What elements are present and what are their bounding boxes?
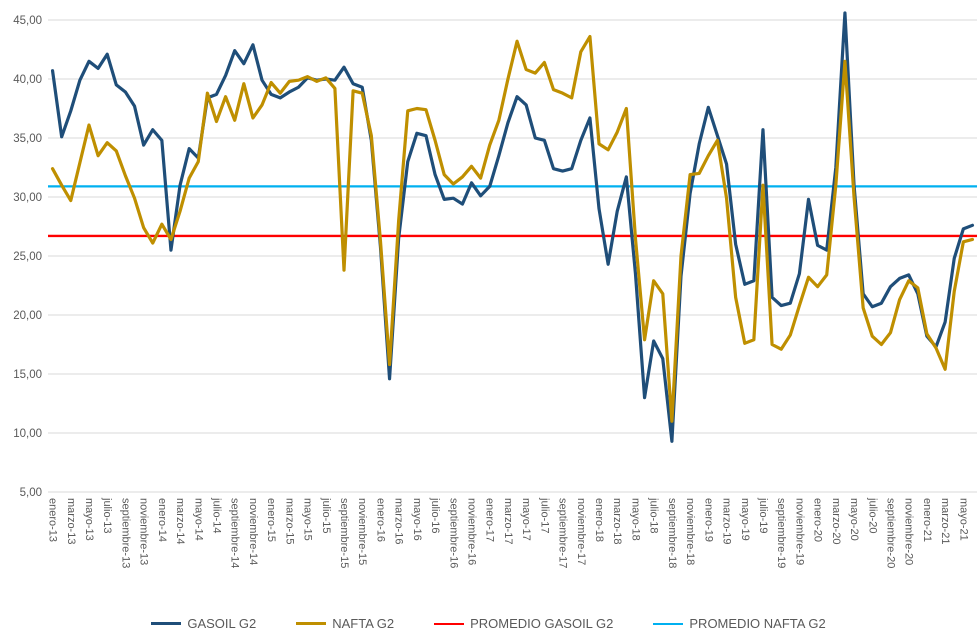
x-axis-tick-label: enero-14 xyxy=(156,498,168,542)
x-axis-tick-label: mayo-18 xyxy=(629,498,641,541)
x-axis-tick-label: mayo-19 xyxy=(739,498,751,541)
legend-item-promedio-nafta: PROMEDIO NAFTA G2 xyxy=(653,616,826,631)
legend-label-nafta: NAFTA G2 xyxy=(332,616,395,631)
gasoil-line-swatch xyxy=(151,622,182,625)
x-axis-tick-label: julio-13 xyxy=(101,497,113,533)
x-axis-tick-label: septiembre-13 xyxy=(119,498,131,568)
x-axis-tick-label: noviembre-20 xyxy=(903,498,915,565)
y-axis-tick-label: 10,00 xyxy=(13,428,42,440)
x-axis-tick-label: marzo-16 xyxy=(393,498,405,544)
x-axis-tick-label: julio-15 xyxy=(320,497,332,533)
x-axis-tick-label: mayo-13 xyxy=(83,498,95,541)
x-axis-tick-label: marzo-20 xyxy=(830,498,842,544)
y-axis-tick-label: 5,00 xyxy=(20,487,42,499)
x-axis-tick-label: mayo-15 xyxy=(302,498,314,541)
y-axis-tick-label: 30,00 xyxy=(13,192,42,204)
x-axis-tick-label: septiembre-19 xyxy=(775,498,787,568)
y-axis-tick-label: 25,00 xyxy=(13,251,42,263)
legend-item-gasoil: GASOIL G2 xyxy=(151,616,256,631)
x-axis-tick-label: julio-18 xyxy=(648,497,660,533)
x-axis-tick-label: mayo-16 xyxy=(411,498,423,541)
legend-label-gasoil: GASOIL G2 xyxy=(187,616,257,631)
x-axis-tick-label: septiembre-14 xyxy=(229,498,241,568)
x-axis-tick-label: julio-16 xyxy=(429,497,441,533)
x-axis-tick-label: enero-15 xyxy=(265,498,277,542)
x-axis-tick-label: marzo-18 xyxy=(611,498,623,544)
promedio-gasoil-line-swatch xyxy=(434,622,465,625)
y-axis-tick-label: 20,00 xyxy=(13,310,42,322)
x-axis-tick-label: julio-14 xyxy=(210,497,222,533)
y-axis-tick-label: 15,00 xyxy=(13,369,42,381)
x-axis-tick-label: noviembre-15 xyxy=(356,498,368,565)
legend-label-promedio-nafta: PROMEDIO NAFTA G2 xyxy=(689,616,826,631)
legend-item-promedio-gasoil: PROMEDIO GASOIL G2 xyxy=(434,616,613,631)
x-axis-tick-label: marzo-15 xyxy=(283,498,295,544)
x-axis-tick-label: marzo-21 xyxy=(939,498,951,544)
x-axis-tick-label: septiembre-18 xyxy=(666,498,678,568)
x-axis-tick-label: septiembre-17 xyxy=(557,498,569,568)
x-axis-tick-label: mayo-20 xyxy=(848,498,860,541)
x-axis-tick-label: enero-20 xyxy=(812,498,824,542)
y-axis-tick-label: 45,00 xyxy=(13,15,42,27)
chart-svg: 45,00 40,00 35,00 30,00 25,00 20,00 15,00 10,00… xyxy=(13,11,977,568)
x-axis-tick-label: julio-20 xyxy=(866,497,878,533)
gasoil-series-line xyxy=(50,11,975,443)
legend-item-nafta: NAFTA G2 xyxy=(296,616,394,631)
x-axis-tick-label: marzo-13 xyxy=(65,498,77,544)
legend-label-promedio-gasoil: PROMEDIO GASOIL G2 xyxy=(470,616,614,631)
x-axis-tick-label: noviembre-19 xyxy=(793,498,805,565)
x-axis-tick-label: mayo-14 xyxy=(192,498,204,541)
chart-legend: GASOIL G2 NAFTA G2 PROMEDIO GASOIL G2 PR… xyxy=(0,616,977,631)
y-axis-tick-label: 40,00 xyxy=(13,74,42,86)
nafta-line-swatch xyxy=(296,622,327,625)
x-axis-tick-label: septiembre-20 xyxy=(884,498,896,568)
x-axis-tick-label: noviembre-13 xyxy=(138,498,150,565)
x-axis-tick-label: marzo-17 xyxy=(502,498,514,544)
x-axis-tick-label: noviembre-14 xyxy=(247,498,259,565)
x-axis-tick-label: septiembre-15 xyxy=(338,498,350,568)
x-axis-tick-label: enero-21 xyxy=(921,498,933,542)
x-axis-tick-label: enero-17 xyxy=(484,498,496,542)
x-axis-tick-label: noviembre-18 xyxy=(684,498,696,565)
x-axis-tick-label: noviembre-16 xyxy=(466,498,478,565)
x-axis-tick-label: enero-13 xyxy=(47,498,59,542)
nafta-series-line xyxy=(50,34,975,423)
x-axis-tick-label: enero-19 xyxy=(702,498,714,542)
x-axis-tick-label: mayo-21 xyxy=(957,498,969,541)
y-axis-tick-label: 35,00 xyxy=(13,133,42,145)
x-axis-tick-label: septiembre-16 xyxy=(447,498,459,568)
x-axis-tick-label: marzo-14 xyxy=(174,498,186,544)
x-axis-tick-label: enero-18 xyxy=(593,498,605,542)
x-axis-tick-label: julio-17 xyxy=(538,497,550,533)
promedio-nafta-line-swatch xyxy=(653,622,684,625)
x-axis-tick-label: marzo-19 xyxy=(721,498,733,544)
x-axis-tick-label: julio-19 xyxy=(757,497,769,533)
x-axis-tick-label: enero-16 xyxy=(374,498,386,542)
x-axis-tick-label: noviembre-17 xyxy=(575,498,587,565)
x-axis-tick-label: mayo-17 xyxy=(520,498,532,541)
